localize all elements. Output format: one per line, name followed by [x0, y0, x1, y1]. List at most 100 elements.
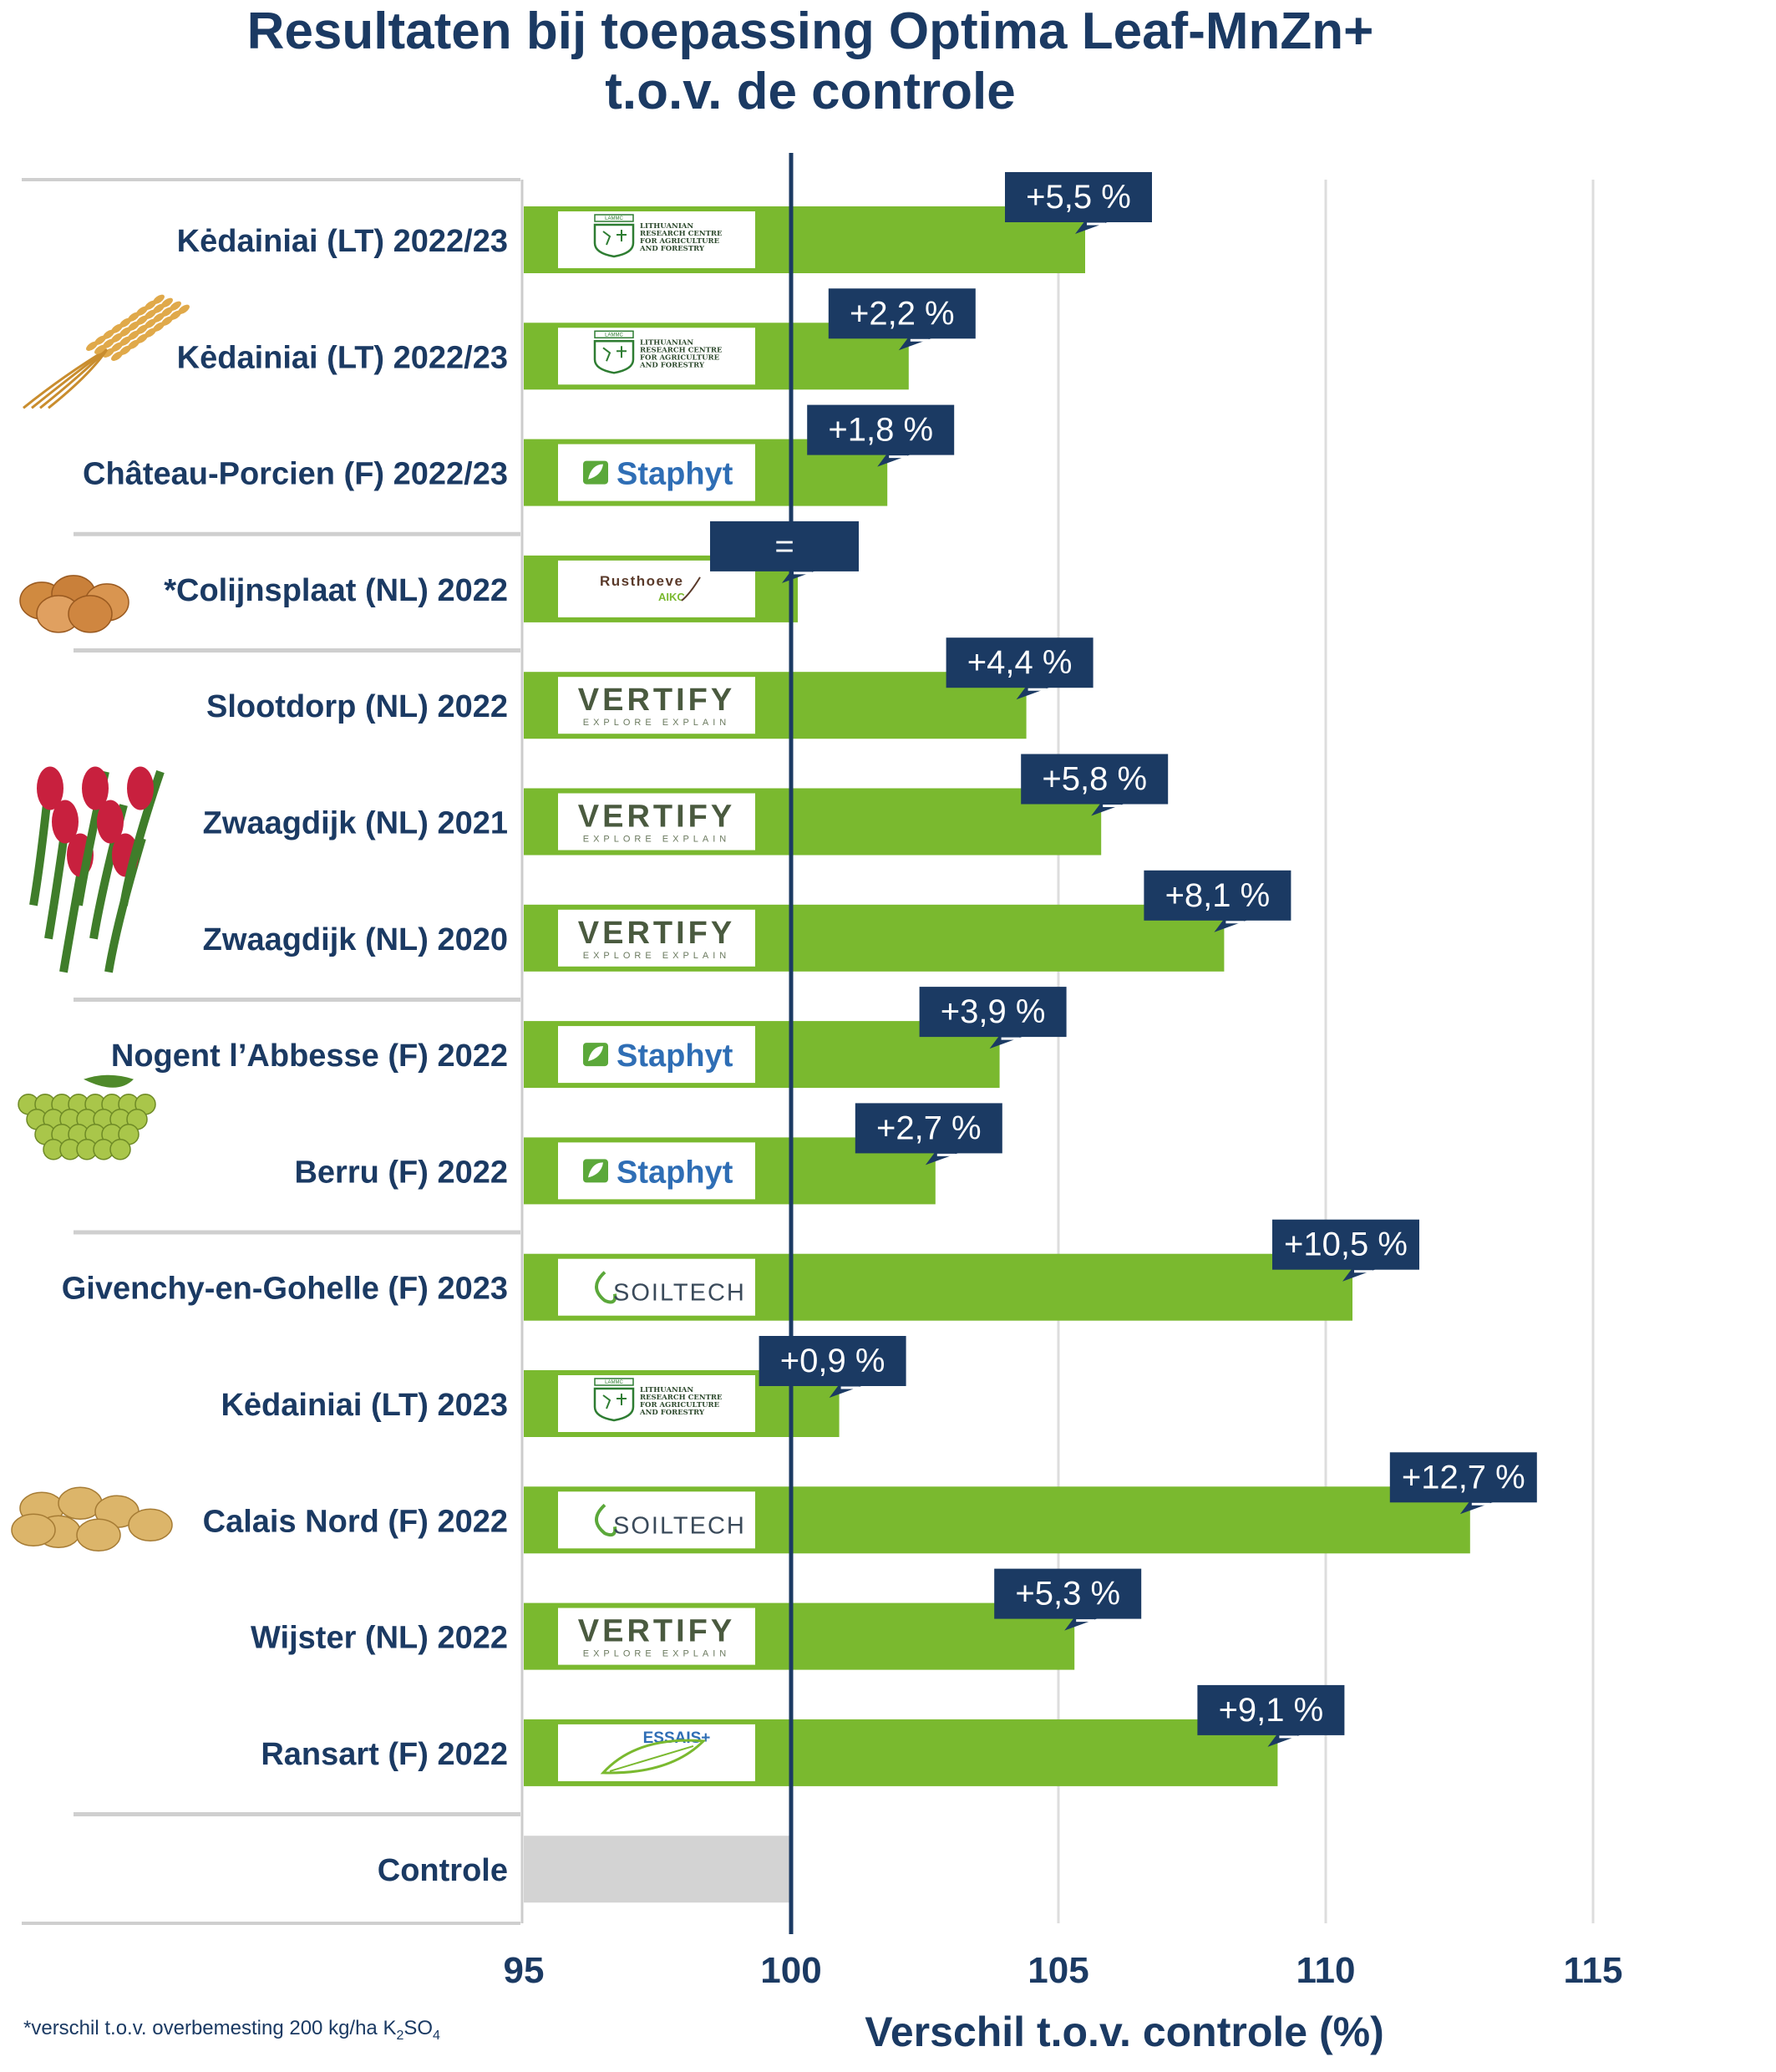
data-label-text: +4,4 % — [967, 644, 1073, 681]
data-label: +5,3 % — [994, 1568, 1142, 1631]
data-label-text: +2,7 % — [876, 1110, 982, 1146]
category-label: Zwaagdijk (NL) 2020 — [203, 922, 508, 957]
onion-icon — [19, 575, 129, 633]
rusthoeve-text: Rusthoeve — [600, 573, 683, 589]
x-tick-label: 115 — [1564, 1950, 1623, 1991]
footnote-sub-1: 2 — [396, 2028, 404, 2043]
logo-staphyt: Staphyt — [558, 1142, 755, 1200]
category-label: Kėdainiai (LT) 2022/23 — [177, 340, 508, 375]
vertify-sub-text: EXPLORE EXPLAIN — [583, 718, 731, 728]
category-label: Nogent l’Abbesse (F) 2022 — [111, 1039, 508, 1074]
vertify-text: VERTIFY — [578, 800, 735, 835]
control-bar — [524, 1836, 791, 1903]
rusthoeve-swoosh-icon — [681, 576, 701, 602]
data-label-text: +12,7 % — [1402, 1459, 1525, 1496]
footnote-text: *verschil t.o.v. overbemesting 200 kg/ha… — [23, 2017, 397, 2039]
rusthoeve-sub-text: AIKC — [658, 591, 685, 603]
vertify-sub-text: EXPLORE EXPLAIN — [583, 835, 731, 845]
lammc-badge-text: LAMMC — [605, 333, 623, 338]
category-label: Slootdorp (NL) 2022 — [206, 689, 508, 724]
logo-box — [558, 1607, 755, 1665]
category-label: Zwaagdijk (NL) 2021 — [203, 806, 508, 841]
potato — [11, 1513, 56, 1547]
soiltech-text: SOILTECH — [613, 1280, 746, 1307]
lammc-badge — [594, 214, 634, 222]
tulip-leaf — [119, 769, 165, 906]
title-line-1: Resultaten bij toepassing Optima Leaf-Mn… — [246, 3, 1374, 60]
logo-box — [558, 328, 755, 385]
tulip-flower — [97, 800, 124, 844]
x-tick-label: 105 — [1028, 1950, 1088, 1991]
staphyt-leaf-shape — [588, 464, 603, 480]
vertify-sub-text: EXPLORE EXPLAIN — [583, 951, 731, 961]
data-label: +5,5 % — [1005, 172, 1152, 234]
category-label: Givenchy-en-Gohelle (F) 2023 — [62, 1272, 508, 1307]
category-label: Kėdainiai (LT) 2022/23 — [177, 224, 508, 259]
category-label: Ransart (F) 2022 — [261, 1737, 508, 1772]
data-label-text: +5,5 % — [1026, 179, 1131, 216]
lammc-text: FOR AGRICULTURE — [640, 1401, 720, 1409]
lammc-text: RESEARCH CENTRE — [640, 346, 723, 354]
potato — [76, 1518, 121, 1552]
category-label: Controle — [378, 1853, 508, 1888]
lammc-badge-text: LAMMC — [605, 1380, 623, 1385]
lammc-emblem-icon — [602, 346, 627, 362]
title-line-2: t.o.v. de controle — [605, 63, 1016, 120]
lammc-shield-icon — [593, 340, 635, 374]
grape-berry — [109, 1139, 131, 1160]
wheat-stem — [48, 348, 109, 409]
logo-box — [558, 1258, 755, 1316]
data-label: +3,9 % — [919, 987, 1067, 1049]
lammc-text: LITHUANIAN — [640, 222, 693, 231]
lammc-text: AND FORESTRY — [639, 1409, 705, 1417]
data-label-text: +8,1 % — [1165, 877, 1271, 914]
data-label-text: +2,2 % — [850, 295, 955, 332]
x-tick-label: 100 — [760, 1950, 821, 1991]
wheat-grain — [178, 304, 190, 314]
lammc-text: RESEARCH CENTRE — [640, 230, 723, 238]
logo-box — [558, 793, 755, 851]
soiltech-text: SOILTECH — [613, 1512, 746, 1539]
logo-box — [558, 1724, 755, 1781]
data-label: +9,1 % — [1197, 1684, 1345, 1747]
data-label: +0,9 % — [759, 1336, 906, 1398]
data-label-text: = — [774, 528, 794, 565]
x-tick-label: 110 — [1296, 1950, 1356, 1991]
data-label-box — [1021, 754, 1169, 805]
wheat-grain — [153, 294, 165, 304]
soiltech-leaf-icon — [595, 1271, 617, 1304]
logo-box — [558, 1375, 755, 1432]
vertify-text: VERTIFY — [578, 683, 735, 718]
tulip-icon — [29, 766, 165, 973]
lammc-text: FOR AGRICULTURE — [640, 353, 720, 362]
lammc-text: AND FORESTRY — [639, 245, 705, 253]
essais-leaf-vein — [609, 1744, 694, 1772]
x-tick-label: 95 — [504, 1950, 545, 1991]
data-label-box — [1005, 172, 1152, 222]
x-axis-title: Verschil t.o.v. controle (%) — [865, 2009, 1383, 2055]
footnote-mid: SO — [403, 2017, 434, 2039]
lammc-shield-icon — [593, 223, 635, 258]
vertify-text: VERTIFY — [578, 916, 735, 951]
data-label: +2,7 % — [855, 1103, 1002, 1166]
logo-staphyt: Staphyt — [558, 444, 755, 501]
logo-soiltech: SOILTECH — [558, 1491, 755, 1549]
data-label-box — [710, 521, 859, 571]
logo-box — [558, 211, 755, 268]
data-label: +2,2 % — [828, 288, 976, 351]
wheat-stem — [39, 348, 109, 409]
footnote: *verschil t.o.v. overbemesting 200 kg/ha… — [23, 2017, 440, 2044]
data-label: +5,8 % — [1021, 754, 1169, 816]
data-label-text: +5,8 % — [1042, 761, 1147, 798]
logo-box — [558, 677, 755, 734]
lammc-badge — [594, 330, 634, 339]
data-label: +12,7 % — [1389, 1452, 1537, 1515]
staphyt-text: Staphyt — [617, 1155, 733, 1190]
category-label: Château-Porcien (F) 2022/23 — [83, 457, 508, 492]
grape-leaf — [84, 1074, 134, 1088]
